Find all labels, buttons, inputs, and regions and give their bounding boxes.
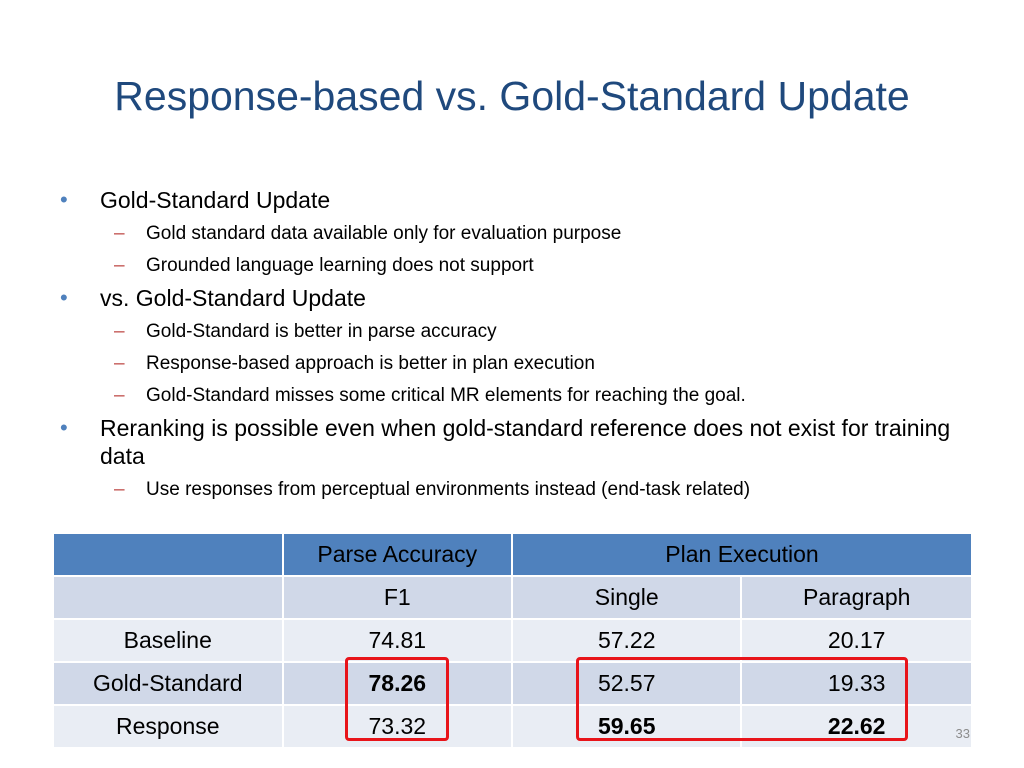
bullet-text: Reranking is possible even when gold-sta… bbox=[100, 415, 951, 469]
bullet-dot-icon: • bbox=[60, 415, 68, 440]
table-cell: 52.57 bbox=[511, 661, 743, 706]
dash-icon: – bbox=[114, 223, 125, 244]
table-cell-best: 78.26 bbox=[281, 661, 514, 706]
slide-title: Response-based vs. Gold-Standard Update bbox=[114, 73, 910, 119]
table-subheader-cell bbox=[52, 575, 284, 620]
table-subheader-row: F1 Single Paragraph bbox=[52, 575, 973, 620]
bullet-text: vs. Gold-Standard Update bbox=[100, 285, 366, 311]
table-subheader-cell: F1 bbox=[281, 575, 514, 620]
dash-icon: – bbox=[114, 255, 125, 276]
dash-icon: – bbox=[114, 353, 125, 374]
table-row: Baseline 74.81 57.22 20.17 bbox=[52, 618, 973, 663]
table-header-cell bbox=[52, 532, 284, 577]
bullet-item: • vs. Gold-Standard Update bbox=[60, 284, 960, 312]
bullet-item: • Reranking is possible even when gold-s… bbox=[60, 414, 960, 470]
sub-bullet-item: – Gold-Standard misses some critical MR … bbox=[60, 384, 960, 408]
dash-icon: – bbox=[114, 479, 125, 500]
bullet-list: • Gold-Standard Update – Gold standard d… bbox=[60, 180, 960, 502]
table-header-row: Parse Accuracy Plan Execution bbox=[52, 532, 973, 577]
bullet-dot-icon: • bbox=[60, 187, 68, 212]
table-cell: 73.32 bbox=[281, 704, 514, 749]
table-row-label: Gold-Standard bbox=[52, 661, 284, 706]
sub-bullet-item: – Gold-Standard is better in parse accur… bbox=[60, 320, 960, 344]
sub-bullet-item: – Grounded language learning does not su… bbox=[60, 254, 960, 278]
sub-bullet-item: – Gold standard data available only for … bbox=[60, 222, 960, 246]
sub-bullet-text: Response-based approach is better in pla… bbox=[146, 353, 595, 374]
results-table: Parse Accuracy Plan Execution F1 Single … bbox=[52, 532, 973, 749]
table-header-cell: Parse Accuracy bbox=[281, 532, 514, 577]
sub-bullet-item: – Response-based approach is better in p… bbox=[60, 352, 960, 376]
sub-bullet-text: Gold-Standard misses some critical MR el… bbox=[146, 385, 746, 406]
table-row: Gold-Standard 78.26 52.57 19.33 bbox=[52, 661, 973, 706]
table-row-label: Baseline bbox=[52, 618, 284, 663]
table-row-label: Response bbox=[52, 704, 284, 749]
sub-bullet-text: Use responses from perceptual environmen… bbox=[146, 479, 751, 500]
sub-bullet-item: – Use responses from perceptual environm… bbox=[60, 478, 960, 502]
sub-bullet-text: Grounded language learning does not supp… bbox=[146, 255, 534, 276]
table-subheader-cell: Single bbox=[511, 575, 743, 620]
sub-bullet-text: Gold-Standard is better in parse accurac… bbox=[146, 321, 497, 342]
page-number: 33 bbox=[955, 726, 970, 741]
bullet-text: Gold-Standard Update bbox=[100, 187, 331, 213]
table-cell: 20.17 bbox=[740, 618, 973, 663]
highlight-box-plan-execution bbox=[576, 657, 908, 741]
table-header-cell: Plan Execution bbox=[511, 532, 973, 577]
table-cell: 19.33 bbox=[740, 661, 973, 706]
table-cell: 74.81 bbox=[281, 618, 514, 663]
bullet-dot-icon: • bbox=[60, 285, 68, 310]
sub-bullet-text: Gold standard data available only for ev… bbox=[146, 223, 622, 244]
dash-icon: – bbox=[114, 385, 125, 406]
table-cell: 57.22 bbox=[511, 618, 743, 663]
table-subheader-cell: Paragraph bbox=[740, 575, 973, 620]
table-row: Response 73.32 59.65 22.62 bbox=[52, 704, 973, 749]
highlight-box-parse-accuracy bbox=[345, 657, 449, 741]
table-cell-best: 59.65 bbox=[511, 704, 743, 749]
dash-icon: – bbox=[114, 321, 125, 342]
bullet-item: • Gold-Standard Update bbox=[60, 186, 960, 214]
